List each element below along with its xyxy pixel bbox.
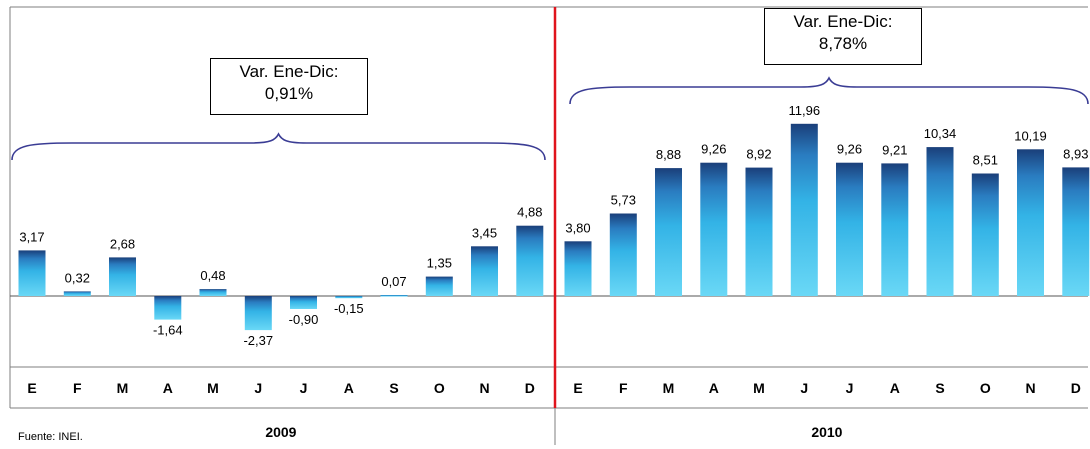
month-label-2009-7: J xyxy=(300,380,308,396)
month-label-2009-8: A xyxy=(344,380,354,396)
bar-2009-9 xyxy=(380,295,408,297)
month-label-2009-5: M xyxy=(207,380,219,396)
month-label-2010-7: J xyxy=(846,380,854,396)
annotation-2009: Var. Ene-Dic: 0,91% xyxy=(210,58,368,115)
value-label-2010-12: 8,93 xyxy=(1063,146,1088,161)
value-label-2009-11: 3,45 xyxy=(472,225,497,240)
bar-2009-4 xyxy=(154,296,182,320)
bar-2010-9 xyxy=(926,147,954,296)
year-label-2010: 2010 xyxy=(811,424,842,440)
month-label-2009-9: S xyxy=(389,380,398,396)
value-label-2010-5: 8,92 xyxy=(746,147,771,162)
value-label-2010-10: 8,51 xyxy=(973,153,998,168)
value-label-2010-3: 8,88 xyxy=(656,147,681,162)
month-label-2009-3: M xyxy=(117,380,129,396)
annotation-title: Var. Ene-Dic: xyxy=(793,12,893,31)
month-label-2010-3: M xyxy=(663,380,675,396)
bar-2010-8 xyxy=(881,163,909,296)
value-label-2010-6: 11,96 xyxy=(789,103,821,118)
value-label-2010-8: 9,21 xyxy=(882,142,907,157)
bar-2009-12 xyxy=(516,225,544,296)
month-label-2010-1: E xyxy=(573,380,582,396)
value-label-2009-6: -2,37 xyxy=(243,333,273,348)
value-label-2009-4: -1,64 xyxy=(153,323,183,338)
month-label-2010-8: A xyxy=(890,380,900,396)
value-label-2010-2: 5,73 xyxy=(611,193,636,208)
value-label-2010-7: 9,26 xyxy=(837,142,862,157)
month-label-2009-2: F xyxy=(73,380,82,396)
brace-2010 xyxy=(569,76,1089,105)
bar-2009-1 xyxy=(18,250,46,296)
bar-2010-11 xyxy=(1017,149,1044,296)
value-label-2009-5: 0,48 xyxy=(200,268,225,283)
month-label-2009-11: N xyxy=(479,380,489,396)
value-label-2009-10: 1,35 xyxy=(427,256,452,271)
value-labels: 3,17 0,32 2,68 -1,64 0,48 -2,37 -0,90 -0,15 0,07… xyxy=(19,103,1088,348)
value-label-2010-11: 10,19 xyxy=(1014,128,1047,143)
value-label-2010-4: 9,26 xyxy=(701,142,726,157)
month-label-2010-6: J xyxy=(800,380,808,396)
month-label-2010-12: D xyxy=(1071,380,1081,396)
month-label-2009-4: A xyxy=(163,380,173,396)
month-label-2010-4: A xyxy=(709,380,719,396)
source-note: Fuente: INEI. xyxy=(18,431,83,443)
bar-2010-1 xyxy=(564,241,592,296)
month-label-2009-10: O xyxy=(434,380,445,396)
annotation-title: Var. Ene-Dic: xyxy=(239,62,339,81)
value-label-2009-7: -0,90 xyxy=(289,312,319,327)
bar-2009-6 xyxy=(244,296,272,331)
month-label-2010-9: S xyxy=(935,380,944,396)
bar-2009-3 xyxy=(109,257,136,296)
month-label-2010-10: O xyxy=(980,380,991,396)
bar-2010-4 xyxy=(700,162,728,296)
bar-2010-2 xyxy=(609,213,637,296)
value-label-2009-9: 0,07 xyxy=(381,274,406,289)
bar-2009-2 xyxy=(63,291,91,296)
bar-2010-3 xyxy=(655,168,682,296)
bars xyxy=(18,123,1090,331)
bar-2009-8 xyxy=(335,296,363,299)
value-label-2009-12: 4,88 xyxy=(517,205,542,220)
year-label-2009: 2009 xyxy=(265,424,296,440)
value-label-2009-8: -0,15 xyxy=(334,301,364,316)
brace-2009 xyxy=(11,132,546,161)
chart-frame xyxy=(9,6,1088,445)
braces xyxy=(11,76,1089,161)
value-label-2010-1: 3,80 xyxy=(565,220,590,235)
bar-2010-10 xyxy=(971,173,999,296)
bar-2009-10 xyxy=(425,276,453,296)
annotation-value: 8,78% xyxy=(818,34,868,53)
annotation-2010: Var. Ene-Dic: 8,78% xyxy=(764,8,922,65)
month-label-2010-2: F xyxy=(619,380,628,396)
annotation-value: 0,91% xyxy=(264,84,314,103)
category-axis: E F M A M J J A S O N D 2009 E F M A M J J A S O N D 2010 xyxy=(27,380,1081,440)
bar-2010-6 xyxy=(790,123,818,296)
value-label-2010-9: 10,34 xyxy=(924,126,957,141)
value-label-2009-1: 3,17 xyxy=(19,229,44,244)
bar-2009-11 xyxy=(471,246,498,296)
month-label-2009-1: E xyxy=(27,380,36,396)
month-label-2009-6: J xyxy=(254,380,262,396)
month-label-2010-11: N xyxy=(1025,380,1035,396)
value-label-2009-2: 0,32 xyxy=(65,270,90,285)
bar-2010-12 xyxy=(1062,167,1090,296)
month-label-2009-12: D xyxy=(525,380,535,396)
month-label-2010-5: M xyxy=(753,380,765,396)
bar-2010-5 xyxy=(745,167,773,296)
value-label-2009-3: 2,68 xyxy=(110,236,135,251)
bar-2010-7 xyxy=(836,162,863,296)
bar-2009-5 xyxy=(199,289,227,296)
bar-2009-7 xyxy=(290,296,317,309)
